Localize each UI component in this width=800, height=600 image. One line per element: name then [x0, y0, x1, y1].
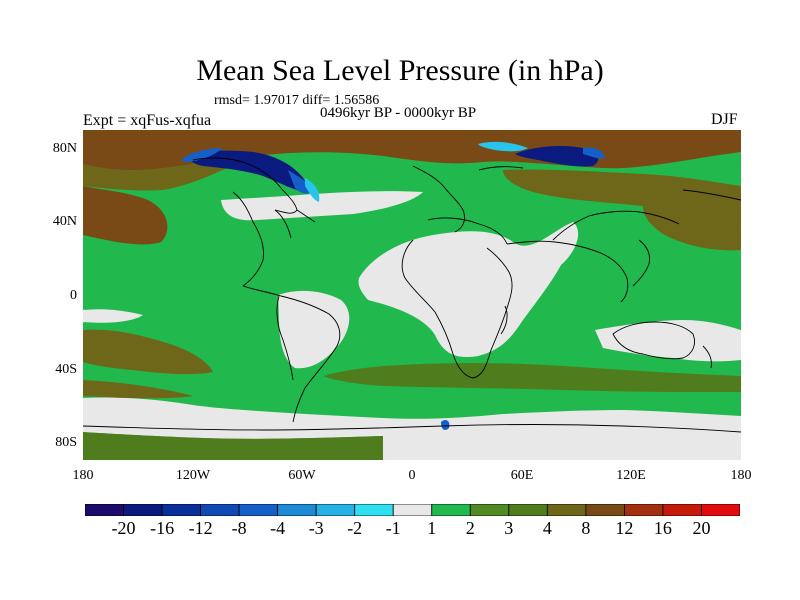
greenland-low-cyan — [305, 178, 320, 202]
colorbar-box — [354, 504, 394, 516]
lon-tick-180-west: 180 — [72, 468, 94, 483]
colorbar-label: -20 — [111, 518, 136, 538]
pacific-grey — [83, 309, 143, 323]
colorbar-label: 3 — [504, 518, 514, 538]
colorbar-label: -1 — [385, 518, 401, 538]
colorbar-box — [662, 504, 702, 516]
season-label: DJF — [711, 111, 738, 128]
africa-grey — [358, 222, 579, 358]
colorbar-box — [277, 504, 317, 516]
greenland-low-navy — [189, 150, 308, 192]
colorbar-box — [123, 504, 163, 516]
colorbar-label: -2 — [347, 518, 363, 538]
colorbar-label: 16 — [653, 518, 672, 538]
colorbar-label: -12 — [188, 518, 213, 538]
lon-tick-0: 0 — [408, 468, 416, 483]
lat-tick-80s: 80S — [55, 435, 77, 450]
colorbar-box — [624, 504, 664, 516]
antarctic-olive — [83, 432, 383, 460]
north-pacific-brown-east — [643, 206, 741, 251]
chart-title: Mean Sea Level Pressure (in hPa) — [196, 54, 604, 87]
greenland-low-blue — [183, 148, 313, 194]
lon-tick-180-east: 180 — [730, 468, 752, 483]
colorbar-label: 12 — [615, 518, 634, 538]
barents-low-blue — [583, 147, 605, 159]
barents-low-cyan — [478, 141, 528, 152]
south-america-grey — [278, 290, 350, 369]
colorbar-label: 4 — [542, 518, 552, 538]
colorbar-label: 2 — [465, 518, 475, 538]
colorbar-box — [469, 504, 510, 516]
period-text: 0496kyr BP - 0000kyr BP — [320, 105, 477, 121]
colorbar-label: 8 — [581, 518, 591, 538]
colorbar-label: 1 — [427, 518, 437, 538]
lon-tick-120w: 120W — [175, 468, 211, 483]
colorbar-box — [161, 504, 201, 516]
colorbar-box — [392, 504, 433, 516]
colorbar-label: 20 — [692, 518, 711, 538]
colorbar-box — [85, 504, 124, 516]
siberia-olive — [503, 169, 741, 225]
colorbar-box — [200, 504, 240, 516]
colorbar-box — [315, 504, 356, 516]
colorbar-box — [508, 504, 548, 516]
barents-low-navy — [515, 146, 599, 167]
experiment-label: Expt = xqFus-xqfua — [83, 112, 212, 129]
antarctic-grey — [383, 427, 741, 460]
southern-olive-west — [83, 380, 193, 399]
colorbar-label: -4 — [270, 518, 286, 538]
colorbar-box — [546, 504, 587, 516]
colorbar-box — [431, 504, 471, 516]
lon-tick-60w: 60W — [288, 468, 316, 483]
lat-tick-80n: 80N — [52, 141, 77, 156]
lon-tick-120e: 120E — [616, 468, 646, 483]
lat-tick-40s: 40S — [55, 362, 77, 377]
southern-ocean-olive — [323, 363, 741, 392]
colorbar-box — [585, 504, 625, 516]
lat-tick-40n: 40N — [52, 214, 77, 229]
north-atlantic-grey — [221, 191, 423, 221]
colorbar — [85, 504, 740, 516]
south-pacific-olive — [83, 329, 213, 375]
pressure-map — [83, 130, 741, 460]
colorbar-label: -8 — [231, 518, 247, 538]
colorbar-box — [238, 504, 279, 516]
coastlines — [83, 157, 741, 433]
lon-tick-60e: 60E — [510, 468, 534, 483]
colorbar-label: -3 — [308, 518, 324, 538]
lat-tick-0: 0 — [70, 288, 77, 303]
colorbar-box — [701, 504, 740, 516]
colorbar-label: -16 — [150, 518, 175, 538]
north-pacific-brown — [83, 186, 168, 245]
statistics-text: rmsd= 1.97017 diff= 1.56586 — [214, 93, 380, 108]
antarctic-low-blue — [441, 420, 450, 430]
